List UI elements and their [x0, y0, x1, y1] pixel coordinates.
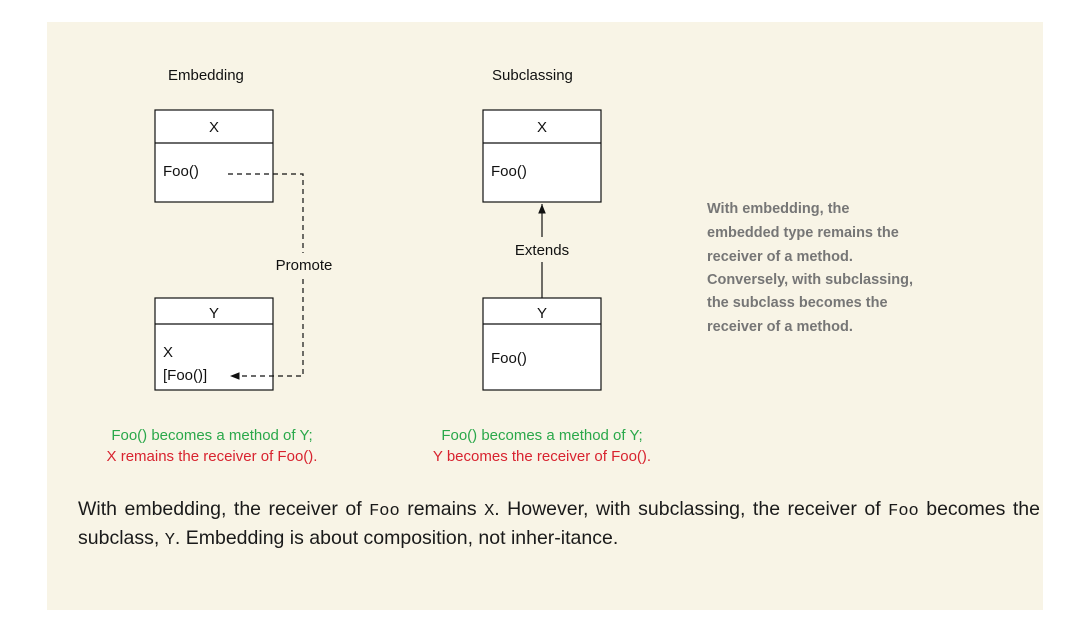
subclassing-y-title: Y: [537, 305, 547, 322]
embedding-y-method: [Foo()]: [163, 367, 207, 384]
embedding-x-method: Foo(): [163, 163, 199, 180]
caption-code: Foo: [369, 502, 400, 521]
subclassing-y-box: Y Foo(): [482, 297, 602, 391]
promote-label-bg: [266, 253, 342, 275]
caption-text: remains: [399, 498, 485, 520]
figure-caption: With embedding, the receiver of Foo rema…: [78, 496, 1040, 554]
caption-text: With embedding, the receiver of: [78, 498, 370, 520]
embedding-y-title: Y: [209, 305, 219, 322]
caption-code: X: [484, 502, 495, 521]
side-note: With embedding, the embedded type remain…: [707, 201, 913, 335]
subclassing-x-title: X: [537, 119, 547, 136]
caption-text: . Embedding is about composition, not in…: [174, 527, 619, 549]
side-note-line: With embedding, the: [707, 201, 849, 217]
embedding-note-line1: Foo() becomes a method of Y;: [111, 427, 312, 444]
caption-text: . However, with subclassing, the receive…: [494, 498, 889, 520]
subclassing-x-method: Foo(): [491, 163, 527, 180]
subclassing-y-method: Foo(): [491, 350, 527, 367]
side-note-line: receiver of a method.: [707, 319, 853, 335]
embedding-y-field: X: [163, 344, 173, 361]
caption-text: becomes the subclass,: [78, 498, 1040, 549]
caption-code: Y: [164, 531, 175, 550]
subclassing-note-line1: Foo() becomes a method of Y;: [441, 427, 642, 444]
side-note-line: receiver of a method.: [707, 249, 853, 265]
embedding-y-box: Y X [Foo()]: [154, 297, 274, 391]
subclassing-heading: Subclassing: [492, 67, 573, 84]
diagram: Embedding X Foo() Y X [Foo()] Promote Fo…: [107, 67, 913, 465]
embedding-x-title: X: [209, 119, 219, 136]
embedding-note-line2: X remains the receiver of Foo().: [107, 448, 318, 465]
extends-label: Extends: [515, 242, 569, 259]
promote-label: Promote: [276, 257, 333, 274]
subclassing-note-line2: Y becomes the receiver of Foo().: [433, 448, 651, 465]
caption-code: Foo: [888, 502, 919, 521]
subclassing-x-box: X Foo(): [482, 109, 602, 203]
embedding-heading: Embedding: [168, 67, 244, 84]
embedding-x-box: X Foo(): [154, 109, 274, 203]
side-note-line: the subclass becomes the: [707, 295, 888, 311]
side-note-line: embedded type remains the: [707, 225, 899, 241]
side-note-line: Conversely, with subclassing,: [707, 272, 913, 288]
